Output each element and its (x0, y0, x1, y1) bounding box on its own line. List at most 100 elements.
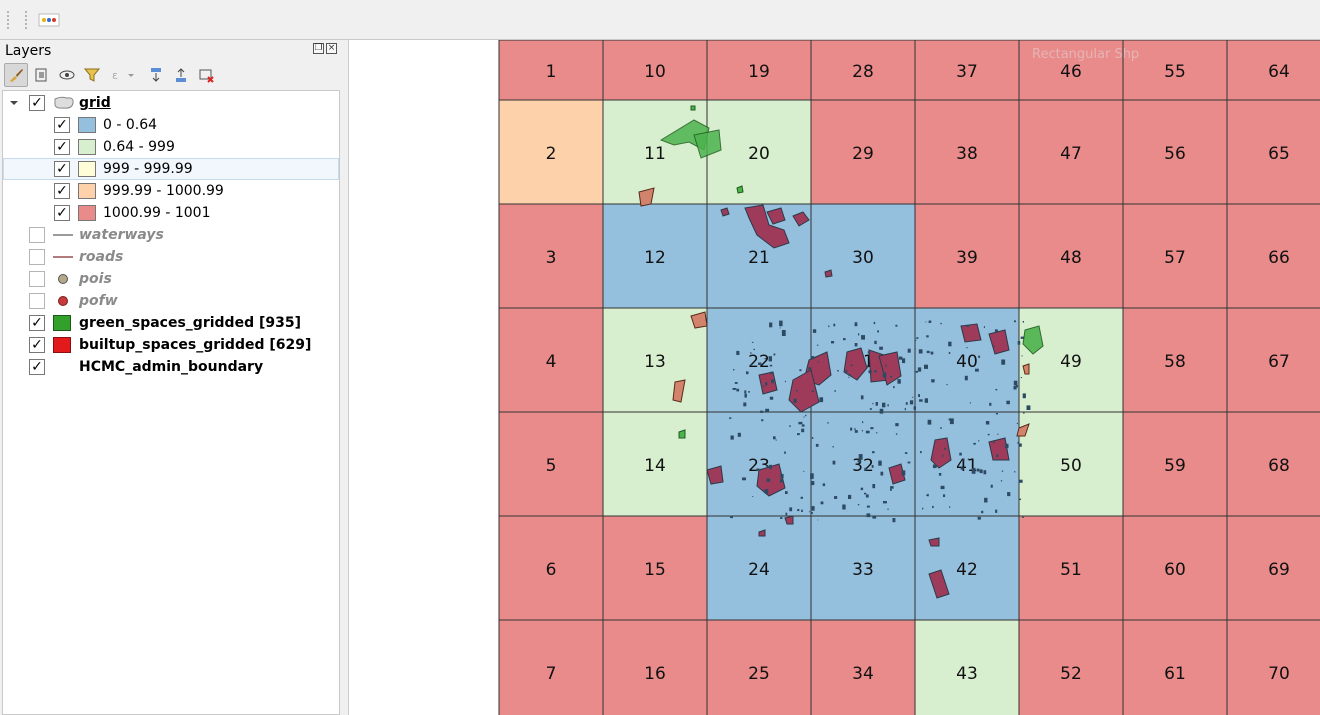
float-panel-icon[interactable]: ❐ (313, 43, 324, 54)
collapse-all-icon[interactable] (169, 63, 193, 87)
builtup-fragment (959, 452, 962, 456)
layer-checkbox[interactable]: ✓ (29, 95, 45, 111)
grid-cell[interactable] (602, 203, 708, 309)
layer-row-roads[interactable]: roads (3, 246, 339, 268)
layer-row-green-spaces[interactable]: ✓ green_spaces_gridded [935] (3, 312, 339, 334)
grid-cell-label: 30 (852, 248, 874, 268)
grid-cell[interactable] (810, 515, 916, 621)
grid-cell[interactable] (1226, 40, 1320, 101)
grid-cell[interactable] (706, 40, 812, 101)
grid-cell[interactable] (1122, 307, 1228, 413)
map-canvas[interactable]: 1 2 3 4 5 6 7 10 11 12 13 14 15 16 19 20 21 22 23 24 25 28 29 3… (348, 40, 1320, 715)
grid-cell[interactable] (810, 203, 916, 309)
layer-checkbox[interactable]: ✓ (29, 315, 45, 331)
add-group-icon[interactable] (29, 63, 53, 87)
grid-cell[interactable] (810, 619, 916, 715)
builtup-fragment (761, 419, 764, 422)
grid-cell[interactable] (1018, 411, 1124, 517)
class-checkbox[interactable]: ✓ (54, 161, 70, 177)
builtup-fragment (819, 397, 824, 403)
grid-cell[interactable] (1122, 99, 1228, 205)
layer-checkbox[interactable] (29, 249, 45, 265)
grid-cell[interactable] (914, 515, 1020, 621)
grid-cell-label: 7 (546, 664, 557, 684)
grid-cell[interactable] (498, 619, 604, 715)
layer-row-pofw[interactable]: pofw (3, 290, 339, 312)
builtup-fragment (796, 390, 798, 392)
legend-class-item-selected[interactable]: ✓ 999 - 999.99 (3, 158, 339, 180)
grid-cell[interactable] (1122, 411, 1228, 517)
builtup-fragment (848, 494, 852, 499)
close-panel-icon[interactable]: × (326, 43, 337, 54)
filter-legend-icon[interactable] (80, 63, 104, 87)
grid-cell[interactable] (1226, 515, 1320, 621)
grid-cell[interactable] (1122, 40, 1228, 101)
grid-cell[interactable] (914, 203, 1020, 309)
grid-cell[interactable] (1018, 619, 1124, 715)
chevron-down-icon[interactable] (124, 63, 138, 87)
builtup-fragment (879, 408, 884, 414)
filter-expression-icon[interactable]: ε (106, 63, 130, 87)
grid-cell[interactable] (1226, 307, 1320, 413)
remove-layer-icon[interactable] (194, 63, 218, 87)
grid-cell[interactable] (498, 99, 604, 205)
grid-cell[interactable] (1018, 515, 1124, 621)
legend-class-item[interactable]: ✓ 999.99 - 1000.99 (3, 180, 339, 202)
grid-cell[interactable] (914, 40, 1020, 101)
grid-cell[interactable] (1226, 203, 1320, 309)
layer-checkbox[interactable] (29, 271, 45, 287)
builtup-fragment (898, 356, 903, 360)
grid-cell[interactable] (1018, 307, 1124, 413)
layer-checkbox[interactable]: ✓ (29, 359, 45, 375)
grid-cell-label: 39 (956, 248, 978, 268)
legend-class-item[interactable]: ✓ 0.64 - 999 (3, 136, 339, 158)
class-checkbox[interactable]: ✓ (54, 117, 70, 133)
toolbar-grip-handle[interactable] (24, 10, 28, 30)
builtup-fragment (752, 496, 754, 497)
layer-row-pois[interactable]: pois (3, 268, 339, 290)
manage-visibility-eye-icon[interactable] (55, 63, 79, 87)
class-checkbox[interactable]: ✓ (54, 205, 70, 221)
layer-checkbox[interactable] (29, 293, 45, 309)
builtup-polygon (1016, 423, 1030, 437)
layer-row-grid[interactable]: ✓ grid (3, 92, 339, 114)
grid-cell[interactable] (1018, 99, 1124, 205)
grid-cell-label: 19 (748, 62, 770, 82)
layer-row-waterways[interactable]: waterways (3, 224, 339, 246)
grid-cell[interactable] (1122, 515, 1228, 621)
grid-cell[interactable] (602, 307, 708, 413)
grid-cell[interactable] (706, 619, 812, 715)
builtup-fragment (901, 470, 906, 476)
grid-cell[interactable] (498, 203, 604, 309)
layer-checkbox[interactable] (29, 227, 45, 243)
expand-all-icon[interactable] (144, 63, 168, 87)
grid-cell[interactable] (602, 411, 708, 517)
grid-cell[interactable] (602, 515, 708, 621)
plugin-icon[interactable] (38, 12, 62, 28)
layer-row-builtup-spaces[interactable]: ✓ builtup_spaces_gridded [629] (3, 334, 339, 356)
class-checkbox[interactable]: ✓ (54, 183, 70, 199)
legend-class-item[interactable]: ✓ 1000.99 - 1001 (3, 202, 339, 224)
grid-cell[interactable] (1226, 411, 1320, 517)
grid-cell[interactable] (498, 515, 604, 621)
layer-checkbox[interactable]: ✓ (29, 337, 45, 353)
layer-row-admin-boundary[interactable]: ✓ HCMC_admin_boundary (3, 356, 339, 378)
class-swatch (78, 139, 96, 155)
grid-cell[interactable] (914, 619, 1020, 715)
builtup-fragment (1005, 443, 1009, 449)
class-checkbox[interactable]: ✓ (54, 139, 70, 155)
legend-class-item[interactable]: ✓ 0 - 0.64 (3, 114, 339, 136)
grid-cell[interactable] (1226, 99, 1320, 205)
grid-cell[interactable] (810, 411, 916, 517)
grid-cell-label: 68 (1268, 456, 1290, 476)
grid-cell[interactable] (602, 619, 708, 715)
grid-cell[interactable] (810, 99, 916, 205)
grid-cell-label: 43 (956, 664, 978, 684)
chevron-down-icon[interactable] (8, 97, 20, 113)
grid-cell[interactable] (914, 411, 1020, 517)
grid-cell-label: 22 (748, 352, 770, 372)
style-panel-brush-icon[interactable] (4, 63, 28, 87)
grid-cell[interactable] (1226, 619, 1320, 715)
panel-splitter[interactable] (343, 40, 348, 715)
toolbar-grip-handle[interactable] (6, 10, 10, 30)
